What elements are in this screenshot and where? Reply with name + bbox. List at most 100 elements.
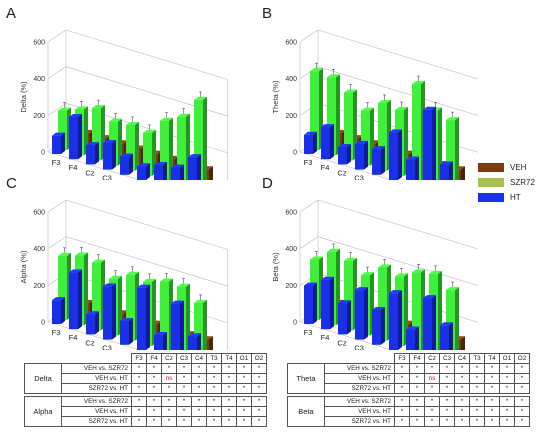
significance-cell: * [146,373,162,384]
bar-ht-o2 [440,322,453,350]
band-label: Alpha [24,396,62,427]
comparison-label: VEH vs. HT [324,373,395,384]
significance-cell: * [251,406,267,417]
category-label-f4: F4 [69,333,78,342]
significance-cell: * [146,363,162,374]
category-label-f4: F4 [321,333,330,342]
significance-cell: * [454,373,470,384]
significance-cell: * [439,373,455,384]
significance-cell: * [191,416,207,427]
error-bar [332,243,335,249]
category-label-c4: C4 [371,349,381,350]
significance-cell: * [514,363,530,374]
significance-cell: * [221,383,237,394]
y-tick-label: 200 [285,113,297,120]
significance-cell: * [469,406,485,417]
y-tick-label: 0 [41,320,45,327]
category-label-c3: C3 [354,174,364,180]
significance-cell: * [161,396,177,407]
legend-swatch-veh [478,163,504,172]
legend: VEH SZR72 HT [478,161,548,206]
significance-cell: ns [161,373,177,384]
bar-ht-f4 [321,124,334,160]
legend-item-veh: VEH [478,161,548,174]
bar-ht-c4 [372,146,385,175]
error-bar [182,108,185,114]
comparison-label: VEH vs. SZR72 [324,363,395,374]
significance-cell: * [176,416,192,427]
category-label-f3: F3 [304,328,313,337]
significance-cell: * [424,396,440,407]
bar-ht-f4 [321,276,334,330]
legend-label-szr72: SZR72 [510,178,535,187]
significance-cell: * [484,416,500,427]
y-tick-label: 0 [293,150,297,157]
comparison-label: VEH vs. HT [61,373,132,384]
bar-ht-f4 [69,114,82,160]
category-label-c3: C3 [102,344,112,350]
y-axis-label: Beta (%) [271,252,280,282]
comparison-label: VEH vs. SZR72 [61,396,132,407]
error-bar [315,251,318,257]
significance-cell: * [146,416,162,427]
table-row: VEH vs. HT * * * * * * * * * [25,406,267,417]
significance-cell: * [439,363,455,374]
significance-cell: * [499,396,515,407]
table-row: VEH vs. HT * * * * * * * * * [288,406,530,417]
table-row: Theta VEH vs. SZR72 * * * * * * * * * [287,363,530,394]
error-bar [451,111,454,118]
significance-cell: * [146,383,162,394]
significance-cell: * [221,406,237,417]
error-bar [315,62,318,69]
category-label-c4: C4 [119,179,129,180]
significance-cell: * [409,416,425,427]
significance-cell: * [161,383,177,394]
panel-label: D [262,175,273,192]
significance-cell: * [499,383,515,394]
significance-cell: * [484,406,500,417]
significance-cell: * [176,406,192,417]
significance-cell: * [394,406,410,417]
category-label-f4: F4 [69,163,78,172]
column-header: C3 [439,353,455,364]
comparison-label: SZR72 vs. HT [324,416,395,427]
significance-cell: * [439,416,455,427]
significance-cell: * [206,416,222,427]
error-bar [349,84,352,90]
bar-ht-f3 [52,297,65,324]
bars [52,247,213,350]
y-tick-label: 400 [33,246,45,253]
bars [304,243,465,350]
significance-cell: * [394,383,410,394]
column-header: T3 [469,353,485,364]
y-tick-label: 400 [285,76,297,83]
significance-cell: * [206,363,222,374]
table-row: Beta VEH vs. SZR72 * * * * * * * * * [287,396,530,427]
y-axis-label: Theta (%) [271,80,280,113]
bar-ht-c4 [372,306,385,345]
error-bar [131,266,134,272]
band-label: Beta [287,396,325,427]
significance-cell: * [236,416,252,427]
error-bar [417,75,420,82]
table-row: Delta VEH vs. SZR72 * * * * * * * * * [24,363,267,394]
legend-label-veh: VEH [510,163,527,172]
category-label-f3: F3 [304,158,313,167]
significance-cell: * [454,363,470,374]
column-header: F4 [146,353,162,364]
significance-cell: * [514,373,530,384]
y-tick-label: 600 [33,40,45,47]
panel-label: B [262,5,272,22]
category-label-c3: C3 [354,344,364,350]
comparison-label: VEH vs. HT [324,406,395,417]
legend-item-szr72: SZR72 [478,176,548,189]
error-bar [165,112,168,118]
significance-cell: * [176,373,192,384]
bar-szr72-cz [344,89,357,161]
significance-cell: * [161,416,177,427]
bar-ht-t3 [137,163,150,180]
significance-cell: * [176,383,192,394]
error-bar [199,91,202,97]
